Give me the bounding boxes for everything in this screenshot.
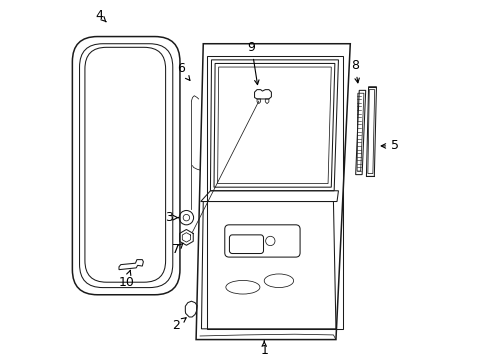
Text: 5: 5: [381, 139, 398, 152]
Text: 3: 3: [165, 211, 178, 224]
Text: 10: 10: [118, 270, 134, 289]
Text: 4: 4: [95, 9, 106, 22]
Text: 9: 9: [247, 41, 259, 85]
Text: 2: 2: [172, 318, 186, 332]
Text: 1: 1: [260, 341, 267, 357]
Text: 6: 6: [176, 62, 189, 80]
Text: 8: 8: [350, 59, 359, 83]
Text: 7: 7: [172, 243, 183, 256]
